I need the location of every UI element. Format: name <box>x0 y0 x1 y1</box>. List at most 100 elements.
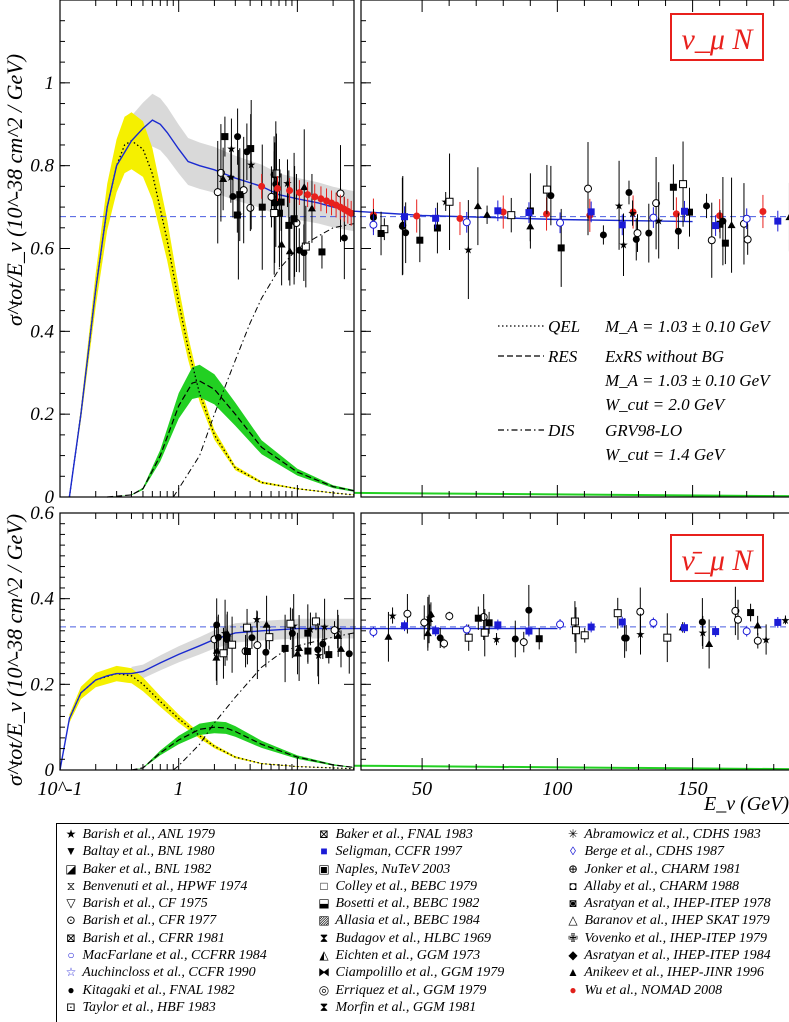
data-point <box>243 648 251 656</box>
data-point: ★ <box>614 200 624 212</box>
data-point <box>243 623 252 632</box>
data-point <box>632 235 640 243</box>
data-point: ★ <box>463 245 473 257</box>
data-point <box>587 623 595 631</box>
data-point <box>246 203 255 212</box>
data-point <box>423 629 432 637</box>
data-point <box>719 217 727 225</box>
data-point: ★ <box>761 634 771 646</box>
legend-label: Asratyan et al., IHEP-ITEP 1984 <box>581 948 771 964</box>
legend-entry: ◊ Berge et al., CDHS 1987 <box>565 843 771 860</box>
data-point <box>712 628 720 636</box>
data-point <box>456 215 464 223</box>
data-point <box>645 229 653 237</box>
data-point <box>674 227 682 235</box>
data-points-layer: ★★★★★★★★★★★★★★★★★★★★★★★★★★ <box>210 99 789 686</box>
legend-entry: ◘ Allaby et al., CHARM 1988 <box>565 878 771 895</box>
data-point <box>587 208 595 216</box>
legend-entry: □ Colley et al., BEBC 1979 <box>316 878 504 895</box>
panel-0-right-frame <box>360 0 789 498</box>
legend-marker-icon: ✳ <box>567 827 579 841</box>
model-annotations: QEL M_A = 1.03 ± 0.10 GeV RES ExRS witho… <box>498 317 772 464</box>
data-point <box>613 609 622 618</box>
legend-entry: ⧗ Budagov et al., HLBC 1969 <box>316 930 504 947</box>
data-point <box>742 214 751 223</box>
legend-marker-icon: ◊ <box>570 844 576 859</box>
data-point <box>330 626 339 635</box>
xtick-label-left: 10 <box>287 778 307 800</box>
legend-entry: ⬓ Bosetti et al., BEBC 1982 <box>316 895 504 912</box>
legend-entry: ✳ Abramowicz et al., CDHS 1983 <box>565 826 771 843</box>
data-point <box>462 218 471 227</box>
dis-key: DIS <box>547 421 575 440</box>
data-point <box>301 242 310 251</box>
legend-label: Baltay et al., BNL 1980 <box>79 844 215 860</box>
res-line2: M_A = 1.03 ± 0.10 GeV <box>604 371 772 390</box>
legend-entry: ○ MacFarlane et al., CCFRR 1984 <box>63 947 267 964</box>
legend-label: Jonker et al., CHARM 1981 <box>581 861 741 877</box>
data-point <box>669 183 677 191</box>
res-band <box>107 364 354 497</box>
data-point <box>402 229 410 237</box>
data-point <box>433 224 441 232</box>
data-point <box>680 207 688 215</box>
legend-label: Wu et al., NOMAD 2008 <box>581 982 723 998</box>
data-point <box>314 646 322 654</box>
data-point <box>485 619 493 627</box>
legend-label: Allasia et al., BEBC 1984 <box>332 913 480 929</box>
data-point <box>401 213 409 221</box>
curves-layer <box>59 119 789 771</box>
data-point <box>494 207 502 215</box>
ytick-label: 1 <box>45 73 55 94</box>
legend-entry: ⊠ Baker et al., FNAL 1983 <box>316 826 504 843</box>
data-point <box>525 606 533 614</box>
data-point <box>785 213 789 221</box>
data-point <box>234 133 242 141</box>
data-point <box>416 236 424 244</box>
legend-marker-icon: ⊠ <box>318 827 330 841</box>
data-point <box>556 620 565 629</box>
ytick-label: 0.6 <box>30 239 54 260</box>
legend-marker-icon: ⊡ <box>65 999 77 1014</box>
data-point <box>432 627 440 635</box>
data-point <box>547 192 555 200</box>
res-line1: ExRS without BG <box>604 347 724 366</box>
data-point: ★ <box>698 627 708 639</box>
legend-label: Baker et al., FNAL 1983 <box>332 827 473 842</box>
legend-entry: ● Kitagaki et al., FNAL 1982 <box>63 982 267 999</box>
data-point <box>212 646 221 654</box>
legend-entry: ◆ Asratyan et al., IHEP-ITEP 1984 <box>565 947 771 964</box>
data-point: ★ <box>252 614 262 626</box>
data-point <box>229 192 237 200</box>
data-point: ★ <box>654 215 664 227</box>
data-point <box>705 639 714 647</box>
bottom-ylabel: σ^tot/E_ν (10^-38 cm^2 / GeV) <box>2 514 27 786</box>
legend-label: Baranov et al., IHEP SKAT 1979 <box>581 913 770 929</box>
legend-entry: ⧖ Benvenuti et al., HPWF 1974 <box>63 878 267 895</box>
legend-entry: ■ Seligman, CCFR 1997 <box>316 843 504 860</box>
data-point: ★ <box>226 143 236 155</box>
data-point <box>325 651 333 659</box>
res-curve <box>107 380 355 498</box>
legend-label: MacFarlane et al., CCFRR 1984 <box>79 948 267 964</box>
data-point <box>384 632 393 640</box>
ytick-label: 0.8 <box>30 156 54 177</box>
data-point <box>580 631 589 640</box>
data-point <box>721 239 729 247</box>
data-point <box>253 641 262 650</box>
legend-entry: ✙ Vovenko et al., IHEP-ITEP 1979 <box>565 930 771 947</box>
legend-marker-icon: ⊕ <box>567 861 579 876</box>
legend-entry: ◙ Asratyan et al., IHEP-ITEP 1978 <box>565 895 770 912</box>
data-point: ★ <box>619 240 629 252</box>
res-line3: W_cut = 2.0 GeV <box>605 395 727 414</box>
data-point <box>535 635 543 643</box>
data-point <box>557 244 565 252</box>
legend-marker-icon: ▲ <box>567 965 579 980</box>
legend-entry: ● Wu et al., NOMAD 2008 <box>565 982 771 999</box>
legend-label: Erriquez et al., GGM 1979 <box>332 982 487 998</box>
data-point <box>340 234 348 242</box>
legend-marker-icon: ◪ <box>65 861 77 876</box>
data-point: ★ <box>425 612 435 624</box>
data-point <box>304 629 312 637</box>
